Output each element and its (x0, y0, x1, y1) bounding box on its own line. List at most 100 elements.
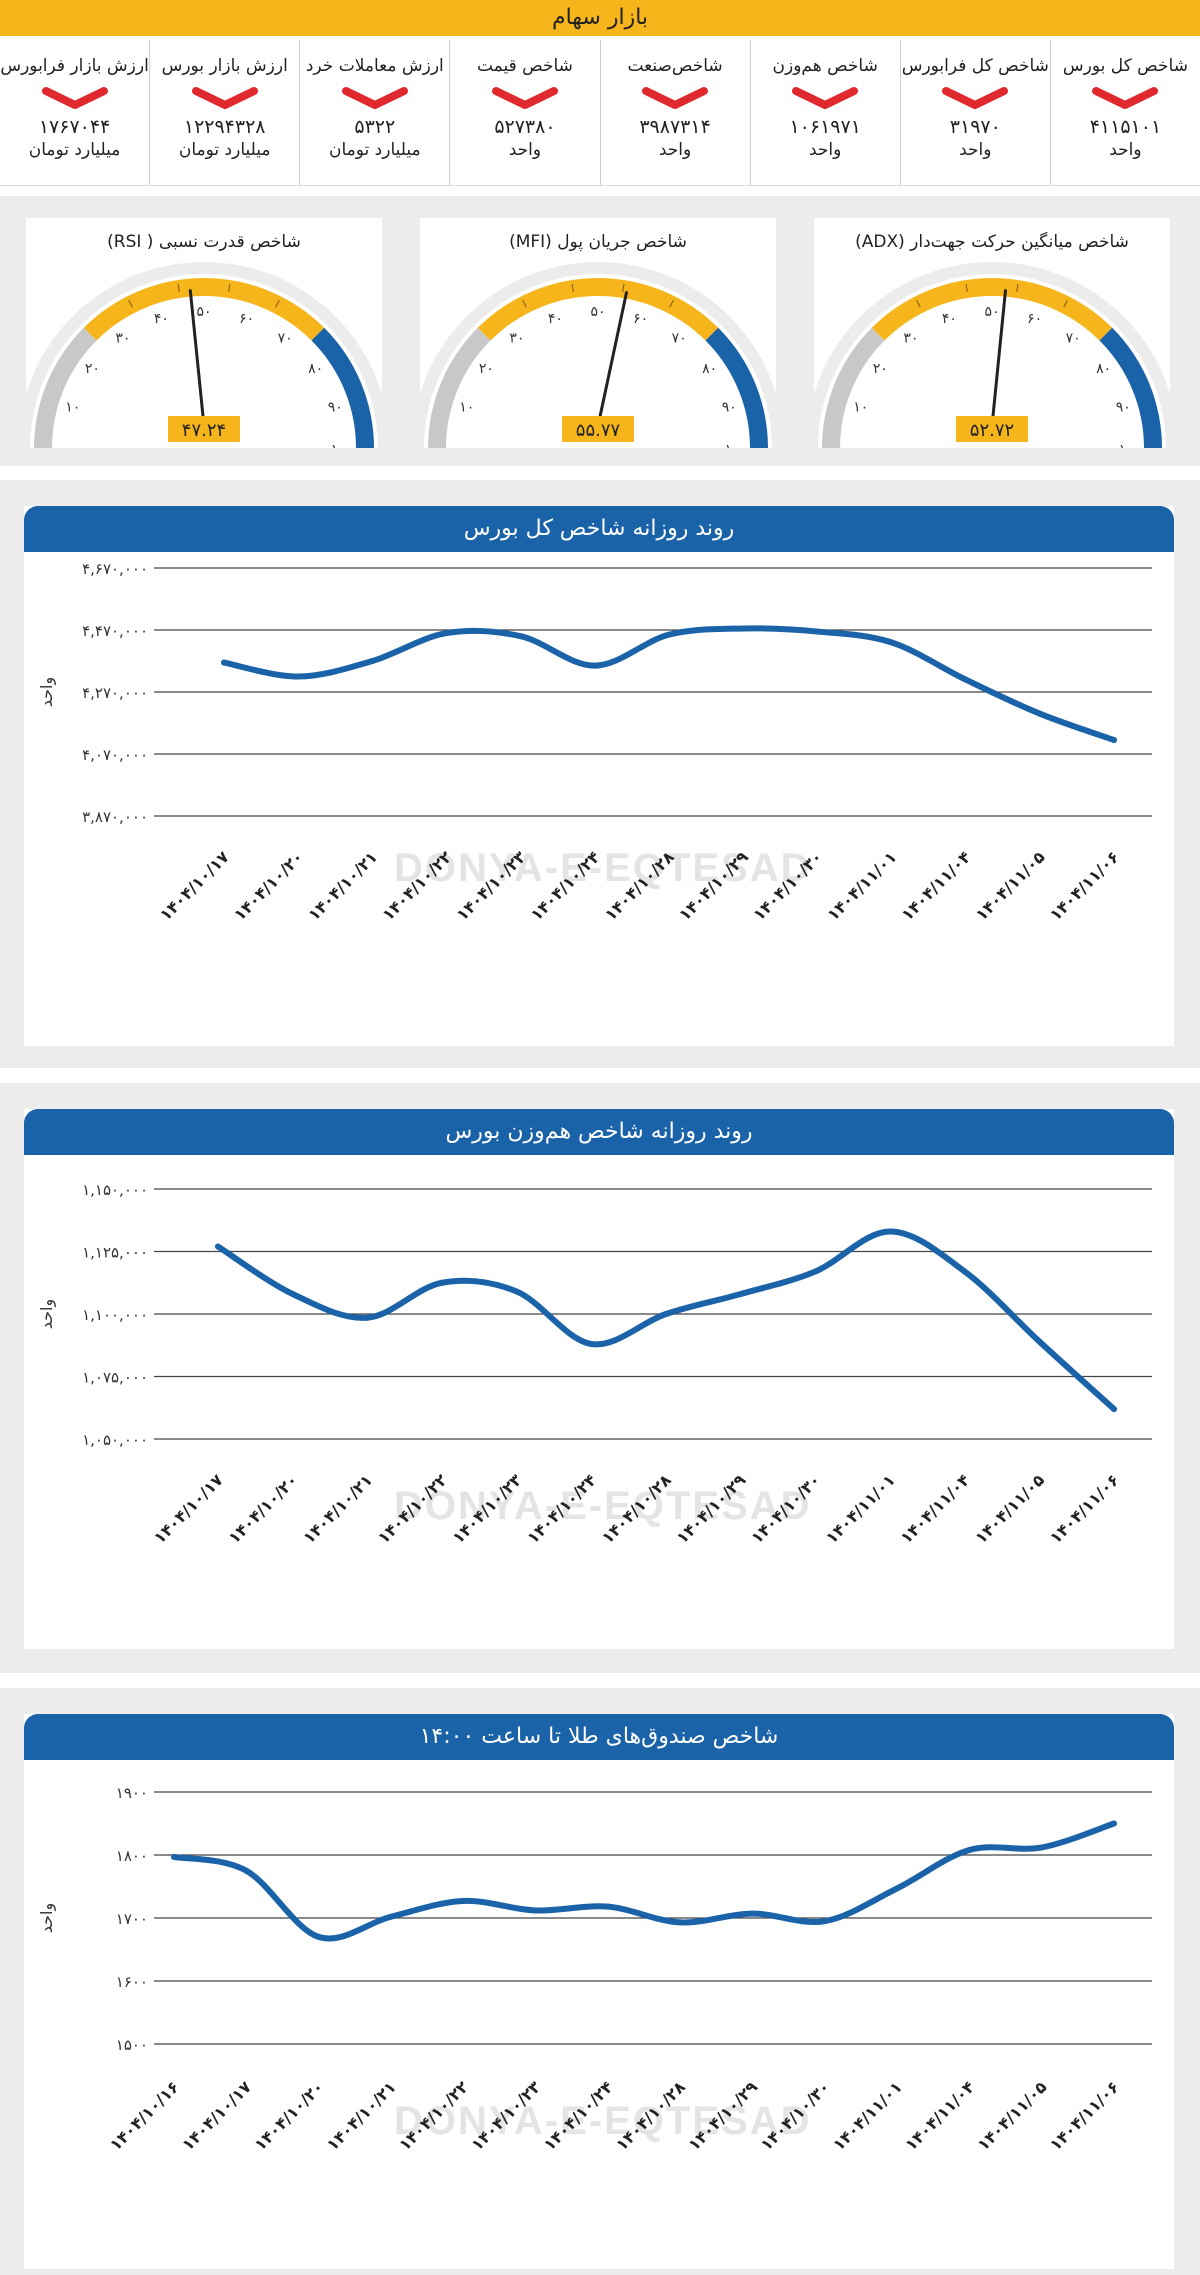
down-chevron-icon (41, 87, 108, 109)
stat-cell: ارزش معاملات خرد ۵۳۲۲ میلیارد تومان (299, 40, 449, 185)
stat-cell: شاخص کل فرابورس ۳۱۹۷۰ واحد (899, 40, 1050, 185)
x-tick-label: ۱۴۰۴/۱۱/۰۵ (972, 847, 1049, 924)
data-point (1036, 710, 1043, 717)
x-tick-label: ۱۴۰۴/۱۰/۱۷ (150, 1470, 227, 1547)
x-tick-label: ۱۴۰۴/۱۰/۲۸ (612, 2077, 689, 2154)
stat-cell: شاخص هم‌وزن ۱۰۶۱۹۷۱ واحد (749, 40, 900, 185)
gauge-tick-label: ۶۰ (239, 311, 254, 327)
data-point (677, 1919, 684, 1926)
stat-value: ۴۱۱۵۱۰۱ (1089, 116, 1162, 138)
x-tick-label: ۱۴۰۴/۱۰/۲۹ (684, 2077, 761, 2154)
data-point (888, 639, 895, 646)
gauge-tick-label: ۴۰ (548, 311, 563, 327)
watermark: DONYA-E-EQTESAD (394, 1484, 812, 1528)
data-point (591, 662, 598, 669)
y-tick-label: ۱۹۰۰ (116, 1784, 148, 1802)
x-tick-label: ۱۴۰۴/۱۰/۲۴ (527, 847, 604, 924)
data-point (1111, 1820, 1117, 1827)
gauge-tick-label: ۰ (456, 442, 464, 448)
x-tick-label: ۱۴۰۴/۱۱/۰۴ (898, 847, 975, 924)
chart-header: روند روزانه شاخص هم‌وزن بورس (24, 1109, 1174, 1155)
gauge-title: شاخص میانگین حرکت جهت‌دار (ADX) (855, 232, 1129, 252)
y-axis-label: واحد (37, 677, 57, 707)
gauge-tick-label: ۸۰ (1096, 361, 1111, 377)
gauge-tick-label: ۵۰ (984, 304, 999, 320)
data-point (171, 1853, 177, 1860)
x-tick-label: ۱۴۰۴/۱۰/۲۲ (395, 2077, 472, 2154)
gauge-tick-label: ۶۰ (1027, 311, 1042, 327)
gauge-tick-label: ۵۰ (196, 304, 211, 320)
gauge-tick (571, 283, 574, 293)
gauge-band-mid (871, 278, 1113, 341)
gauge-value: ۵۵.۷۷ (576, 420, 621, 441)
x-tick-label: ۱۴۰۴/۱۱/۰۱ (823, 847, 900, 924)
gauge-value: ۵۲.۷۲ (970, 420, 1014, 441)
data-point (1111, 737, 1117, 744)
line-chart-gold-funds: ۱۵۰۰۱۶۰۰۱۷۰۰۱۸۰۰۱۹۰۰واحد۱۴۰۴/۱۰/۱۶۱۴۰۴/۱… (37, 1784, 1152, 2154)
down-chevron-icon (642, 87, 709, 109)
gauge-tick (177, 283, 180, 293)
stat-unit: واحد (508, 140, 542, 160)
x-tick-label: ۱۴۰۴/۱۰/۱۷ (178, 2077, 255, 2154)
data-point (740, 625, 747, 632)
data-point (364, 1314, 371, 1321)
stat-label: ارزش معاملات خرد (305, 56, 444, 76)
data-point (439, 1279, 445, 1286)
stat-cell: ارزش بازار بورس ۱۲۲۹۴۳۲۸ میلیارد تومان (149, 40, 299, 185)
gauge-tick-label: ۴۰ (942, 311, 957, 327)
x-tick-label: ۱۴۰۴/۱۰/۲۰ (225, 1470, 302, 1547)
stat-unit: میلیارد تومان (28, 140, 121, 160)
gauge-tick-label: ۹۰ (328, 399, 343, 415)
gauges-panel: شاخص میانگین حرکت جهت‌دار (ADX) ۰ ۱۰ ۲۰ ۳۰ ۴… (0, 196, 1200, 466)
stat-label: شاخص قیمت (476, 56, 573, 76)
down-chevron-icon (191, 87, 258, 109)
data-point (1038, 1844, 1045, 1851)
stat-label: شاخص هم‌وزن (772, 56, 878, 76)
gauge-mfi: ۰ ۱۰ ۲۰ ۳۰ ۴۰ ۵۰ ۶۰ ۷۰ ۸۰ ۹۰ ۱۰۰ ۵۵.۷۷ (420, 262, 776, 448)
x-tick-label: ۱۴۰۴/۱۰/۲۳ (449, 1470, 526, 1547)
gauge-tick-label: ۷۰ (1066, 330, 1081, 346)
x-tick-label: ۱۴۰۴/۱۰/۳۰ (749, 847, 826, 924)
gauge-card-rsi: شاخص قدرت نسبی ( RSI) ۰ ۱۰ ۲۰ ۳۰ ۴۰ ۵۰ ۶۰ ۷۰ ۸۰ ۹… (26, 218, 382, 448)
gauge-tick (522, 299, 527, 308)
y-tick-label: ۱,۰۷۵,۰۰۰ (82, 1369, 148, 1387)
x-tick-label: ۱۴۰۴/۱۰/۲۴ (523, 1470, 600, 1547)
down-chevron-icon (341, 87, 408, 109)
stat-unit: واحد (1109, 140, 1142, 160)
stat-unit: میلیارد تومان (328, 140, 421, 160)
stat-value: ۱۰۶۱۹۷۱ (789, 116, 861, 138)
data-point (814, 628, 821, 635)
x-tick-label: ۱۴۰۴/۱۱/۰۵ (971, 1470, 1048, 1547)
x-tick-label: ۱۴۰۴/۱۰/۱۷ (156, 847, 233, 924)
data-point (961, 1268, 968, 1275)
y-tick-label: ۱۸۰۰ (116, 1847, 148, 1865)
y-tick-label: ۱۵۰۰ (116, 2036, 148, 2054)
x-tick-label: ۱۴۰۴/۱۰/۲۱ (323, 2077, 400, 2154)
y-tick-label: ۱,۱۲۵,۰۰۰ (82, 1244, 148, 1262)
gauge-tick-label: ۲۰ (479, 361, 494, 377)
data-point (517, 633, 524, 640)
down-chevron-icon (1092, 87, 1159, 109)
x-tick-label: ۱۴۰۴/۱۰/۳۰ (757, 2077, 834, 2154)
gauge-tick-label: ۷۰ (278, 330, 293, 346)
series-line (221, 625, 1117, 744)
data-point (460, 1897, 467, 1904)
gauge-tick-label: ۰ (850, 442, 858, 448)
chart-header: روند روزانه شاخص کل بورس (24, 506, 1174, 552)
gauge-tick (622, 283, 625, 293)
gauge-tick (1016, 283, 1019, 293)
x-tick-label: ۱۴۰۴/۱۰/۲۱ (299, 1470, 376, 1547)
gauge-tick-label: ۶۰ (633, 311, 648, 327)
gauge-tick-label: ۱۰۰ (725, 442, 748, 448)
chart-title: روند روزانه شاخص هم‌وزن بورس (445, 1119, 753, 1144)
x-tick-label: ۱۴۰۴/۱۰/۲۲ (378, 847, 455, 924)
stat-label: ارزش بازار بورس (161, 56, 288, 76)
data-point (221, 659, 227, 666)
data-point (663, 1311, 669, 1317)
watermark: DONYA-E-EQTESAD (394, 846, 812, 890)
gauge-value-box (562, 416, 634, 442)
gauge-tick-label: ۹۰ (722, 399, 737, 415)
stat-unit: میلیارد تومان (178, 140, 271, 160)
gauge-tick (965, 283, 968, 293)
gauge-tick (228, 283, 231, 293)
